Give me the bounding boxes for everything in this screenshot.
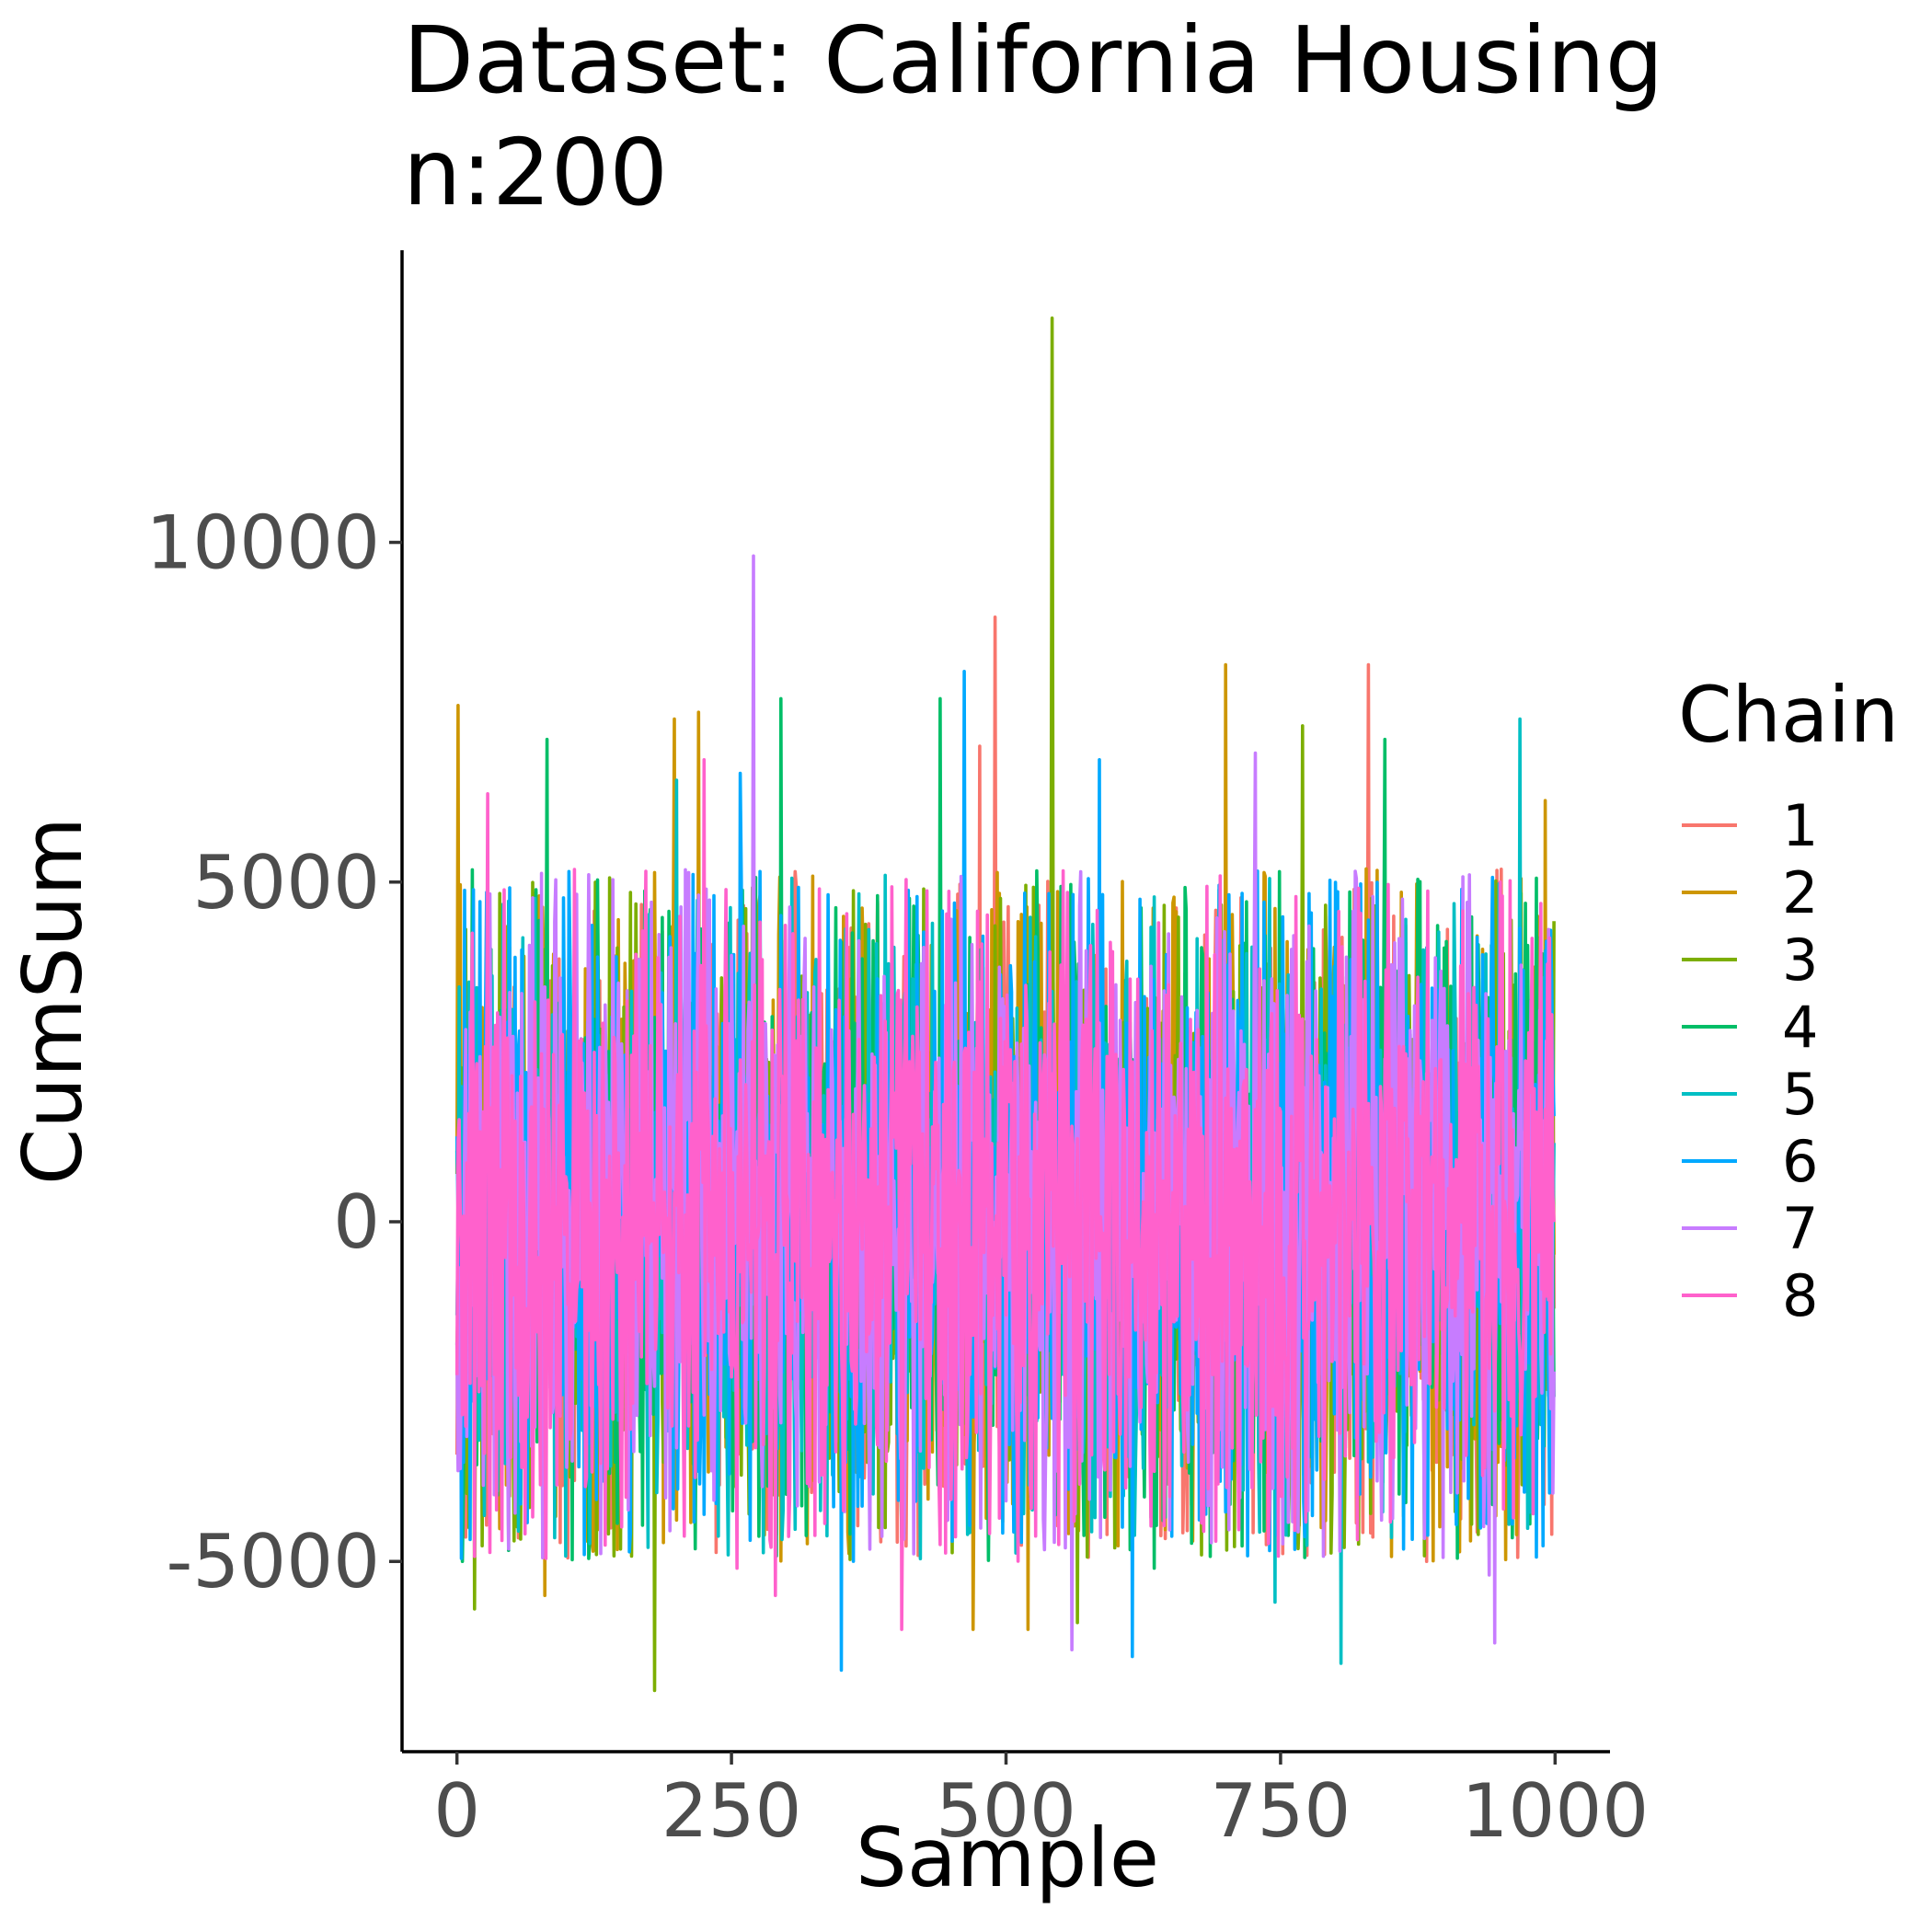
legend-label-chain-2: 2: [1782, 859, 1818, 926]
legend-label-chain-1: 1: [1782, 792, 1818, 859]
series-line-chain-8: [454, 757, 1556, 1631]
x-tick-label: 750: [1211, 1768, 1351, 1854]
y-tick-label: 5000: [192, 840, 380, 926]
chart-title-line2: n:200: [403, 119, 668, 226]
x-tick-label: 250: [661, 1768, 802, 1854]
y-axis-ticks: -5000 0 5000 10000: [146, 500, 402, 1604]
y-tick-label: 0: [333, 1179, 380, 1265]
x-tick-label: 500: [936, 1768, 1076, 1854]
y-tick-label: -5000: [167, 1519, 380, 1604]
legend-label-chain-6: 6: [1782, 1128, 1818, 1195]
legend-label-chain-3: 3: [1782, 926, 1818, 994]
legend-label-chain-7: 7: [1782, 1195, 1818, 1262]
plot-series-group: [454, 316, 1556, 1693]
legend-title: Chain: [1678, 670, 1899, 760]
legend-label-chain-4: 4: [1782, 994, 1818, 1061]
legend-label-chain-5: 5: [1782, 1061, 1818, 1128]
legend-label-chain-8: 8: [1782, 1262, 1818, 1329]
y-tick-label: 10000: [146, 500, 381, 586]
y-axis-title: CumSum: [6, 817, 100, 1185]
x-axis-title: Sample: [856, 1811, 1159, 1905]
chart-title-line1: Dataset: California Housing: [403, 6, 1663, 114]
x-tick-label: 1000: [1462, 1768, 1650, 1854]
x-tick-label: 0: [433, 1768, 480, 1854]
x-axis-ticks: 0 250 500 750 1000: [433, 1752, 1649, 1854]
